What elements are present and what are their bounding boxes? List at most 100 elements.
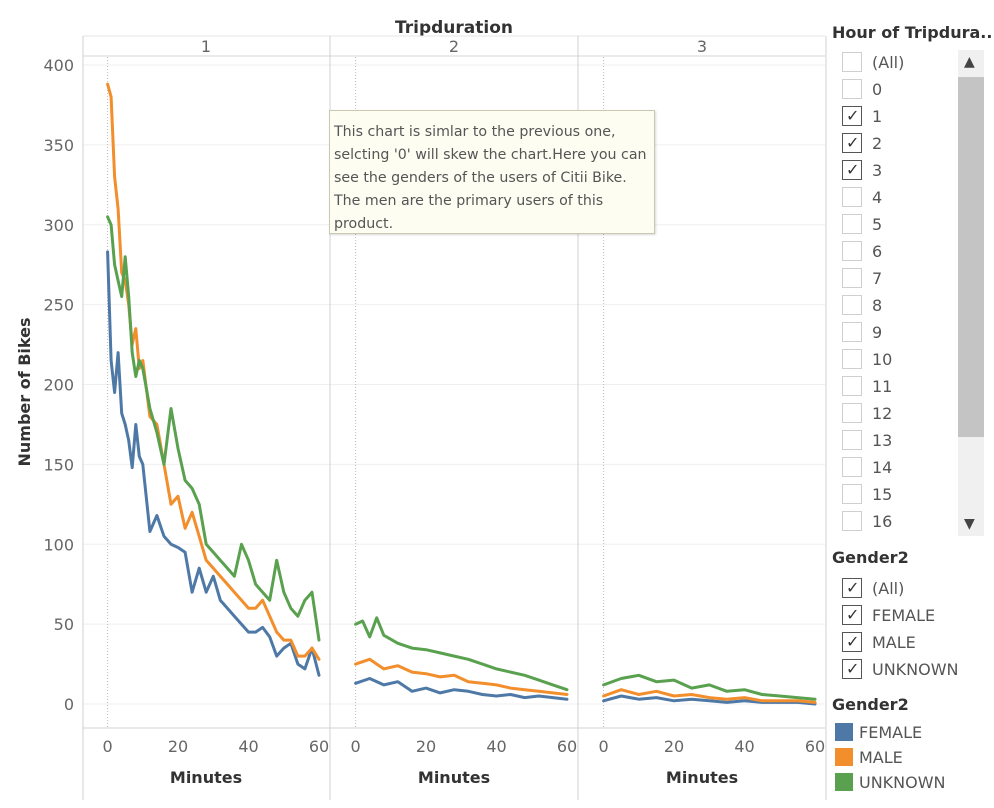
legend-item[interactable]: MALE [835, 745, 903, 769]
x-tick-label: 40 [734, 737, 754, 756]
hour-filter-option[interactable]: ✓ 2 [842, 131, 882, 155]
checkbox[interactable] [842, 295, 862, 315]
legend-item[interactable]: FEMALE [835, 720, 922, 744]
hour-filter-option-label: 10 [872, 349, 893, 369]
x-tick-label: 20 [168, 737, 188, 756]
hour-filter-option-label: 3 [872, 160, 883, 180]
checkbox[interactable] [842, 349, 862, 369]
gender-filter-option[interactable]: ✓ UNKNOWN [842, 657, 959, 681]
checkmark-icon: ✓ [846, 133, 860, 152]
hour-filter-option-label: 16 [872, 511, 893, 531]
panel-header-label: 2 [449, 37, 459, 56]
checkbox[interactable] [842, 322, 862, 342]
column-header-title: Tripduration [395, 18, 513, 38]
checkbox[interactable] [842, 52, 862, 72]
hour-filter-option[interactable]: 5 [842, 212, 882, 236]
hour-filter-option[interactable]: 9 [842, 320, 882, 344]
hour-filter-option[interactable]: 15 [842, 482, 892, 506]
hour-filter-option[interactable]: 0 [842, 77, 882, 101]
chevron-up-icon[interactable]: ▲ [964, 54, 975, 70]
hour-filter-option-label: 2 [872, 133, 883, 153]
checkbox[interactable] [842, 376, 862, 396]
legend-swatch [835, 773, 853, 791]
hour-filter-option-label: 5 [872, 214, 883, 234]
checkbox[interactable] [842, 268, 862, 288]
hour-filter-option-label: (All) [872, 52, 905, 72]
annotation-box: This chart is simlar to the previous one… [329, 110, 655, 234]
annotation-line: The men are the primary users of this [334, 193, 604, 209]
gender-legend-title: Gender2 [832, 695, 909, 714]
checkbox[interactable] [842, 214, 862, 234]
hour-filter-title: Hour of Tripdura.. [832, 23, 993, 42]
x-axis-title: Minutes [418, 768, 490, 787]
checkbox[interactable] [842, 79, 862, 99]
scroll-thumb[interactable] [958, 77, 984, 437]
hour-filter-option-label: 14 [872, 457, 893, 477]
checkbox[interactable] [842, 457, 862, 477]
series-line-female [602, 694, 817, 706]
checkbox[interactable]: ✓ [842, 106, 862, 126]
annotation-line: product. [334, 216, 394, 232]
hour-filter-option[interactable]: 11 [842, 374, 892, 398]
y-tick-label: 100 [43, 535, 74, 554]
series-line-male [106, 82, 321, 661]
gender-filter-option[interactable]: ✓ (All) [842, 576, 904, 600]
gender-filter-title: Gender2 [832, 548, 909, 567]
hour-filter-option-label: 11 [872, 376, 893, 396]
x-tick-label: 60 [309, 737, 329, 756]
hour-filter-option[interactable]: 7 [842, 266, 882, 290]
y-tick-label: 250 [43, 296, 74, 315]
checkbox[interactable]: ✓ [842, 578, 862, 598]
checkbox[interactable] [842, 241, 862, 261]
checkbox[interactable]: ✓ [842, 632, 862, 652]
x-axis-title: Minutes [666, 768, 738, 787]
hour-filter-option-label: 12 [872, 403, 893, 423]
hour-filter-option-label: 4 [872, 187, 883, 207]
hour-filter-option[interactable]: 8 [842, 293, 882, 317]
legend-label: MALE [859, 747, 903, 767]
hour-filter-option[interactable]: 14 [842, 455, 892, 479]
checkbox[interactable] [842, 511, 862, 531]
series-line-unknown [106, 215, 321, 642]
hour-filter-option[interactable]: ✓ 3 [842, 158, 882, 182]
series-line-male [354, 657, 569, 696]
hour-filter-option[interactable]: 4 [842, 185, 882, 209]
hour-filter-option-label: 7 [872, 268, 883, 288]
legend-item[interactable]: UNKNOWN [835, 770, 946, 794]
checkbox[interactable] [842, 484, 862, 504]
legend-label: UNKNOWN [859, 772, 946, 792]
gender-filter-option[interactable]: ✓ FEMALE [842, 603, 935, 627]
y-tick-label: 300 [43, 216, 74, 235]
legend-swatch [835, 748, 853, 766]
hour-filter-option[interactable]: 16 [842, 509, 892, 533]
checkbox[interactable]: ✓ [842, 133, 862, 153]
chevron-down-icon[interactable]: ▼ [964, 516, 975, 532]
gender-filter-option-label: UNKNOWN [872, 659, 959, 679]
series-line-unknown [354, 616, 569, 692]
checkbox[interactable] [842, 187, 862, 207]
x-tick-label: 60 [805, 737, 825, 756]
hour-filter-option[interactable]: (All) [842, 50, 904, 74]
series-line-female [354, 677, 569, 701]
hour-filter-option[interactable]: 12 [842, 401, 892, 425]
hour-filter-option[interactable]: 13 [842, 428, 892, 452]
x-tick-label: 0 [102, 737, 112, 756]
x-tick-label: 0 [350, 737, 360, 756]
panel-header-label: 3 [697, 37, 707, 56]
hour-filter-option[interactable]: ✓ 1 [842, 104, 882, 128]
y-tick-label: 50 [54, 615, 74, 634]
panel-header-label: 1 [201, 37, 211, 56]
checkbox[interactable]: ✓ [842, 659, 862, 679]
hour-filter-option[interactable]: 10 [842, 347, 892, 371]
hour-filter-option[interactable]: 6 [842, 239, 882, 263]
y-tick-label: 150 [43, 455, 74, 474]
checkbox[interactable] [842, 403, 862, 423]
y-axis-title: Number of Bikes [15, 317, 34, 466]
gender-filter-option[interactable]: ✓ MALE [842, 630, 916, 654]
legend-label: FEMALE [859, 722, 923, 742]
hour-filter-scrollbar[interactable]: ▲ ▼ [958, 50, 984, 536]
y-tick-label: 350 [43, 136, 74, 155]
checkbox[interactable]: ✓ [842, 605, 862, 625]
checkbox[interactable]: ✓ [842, 160, 862, 180]
checkbox[interactable] [842, 430, 862, 450]
